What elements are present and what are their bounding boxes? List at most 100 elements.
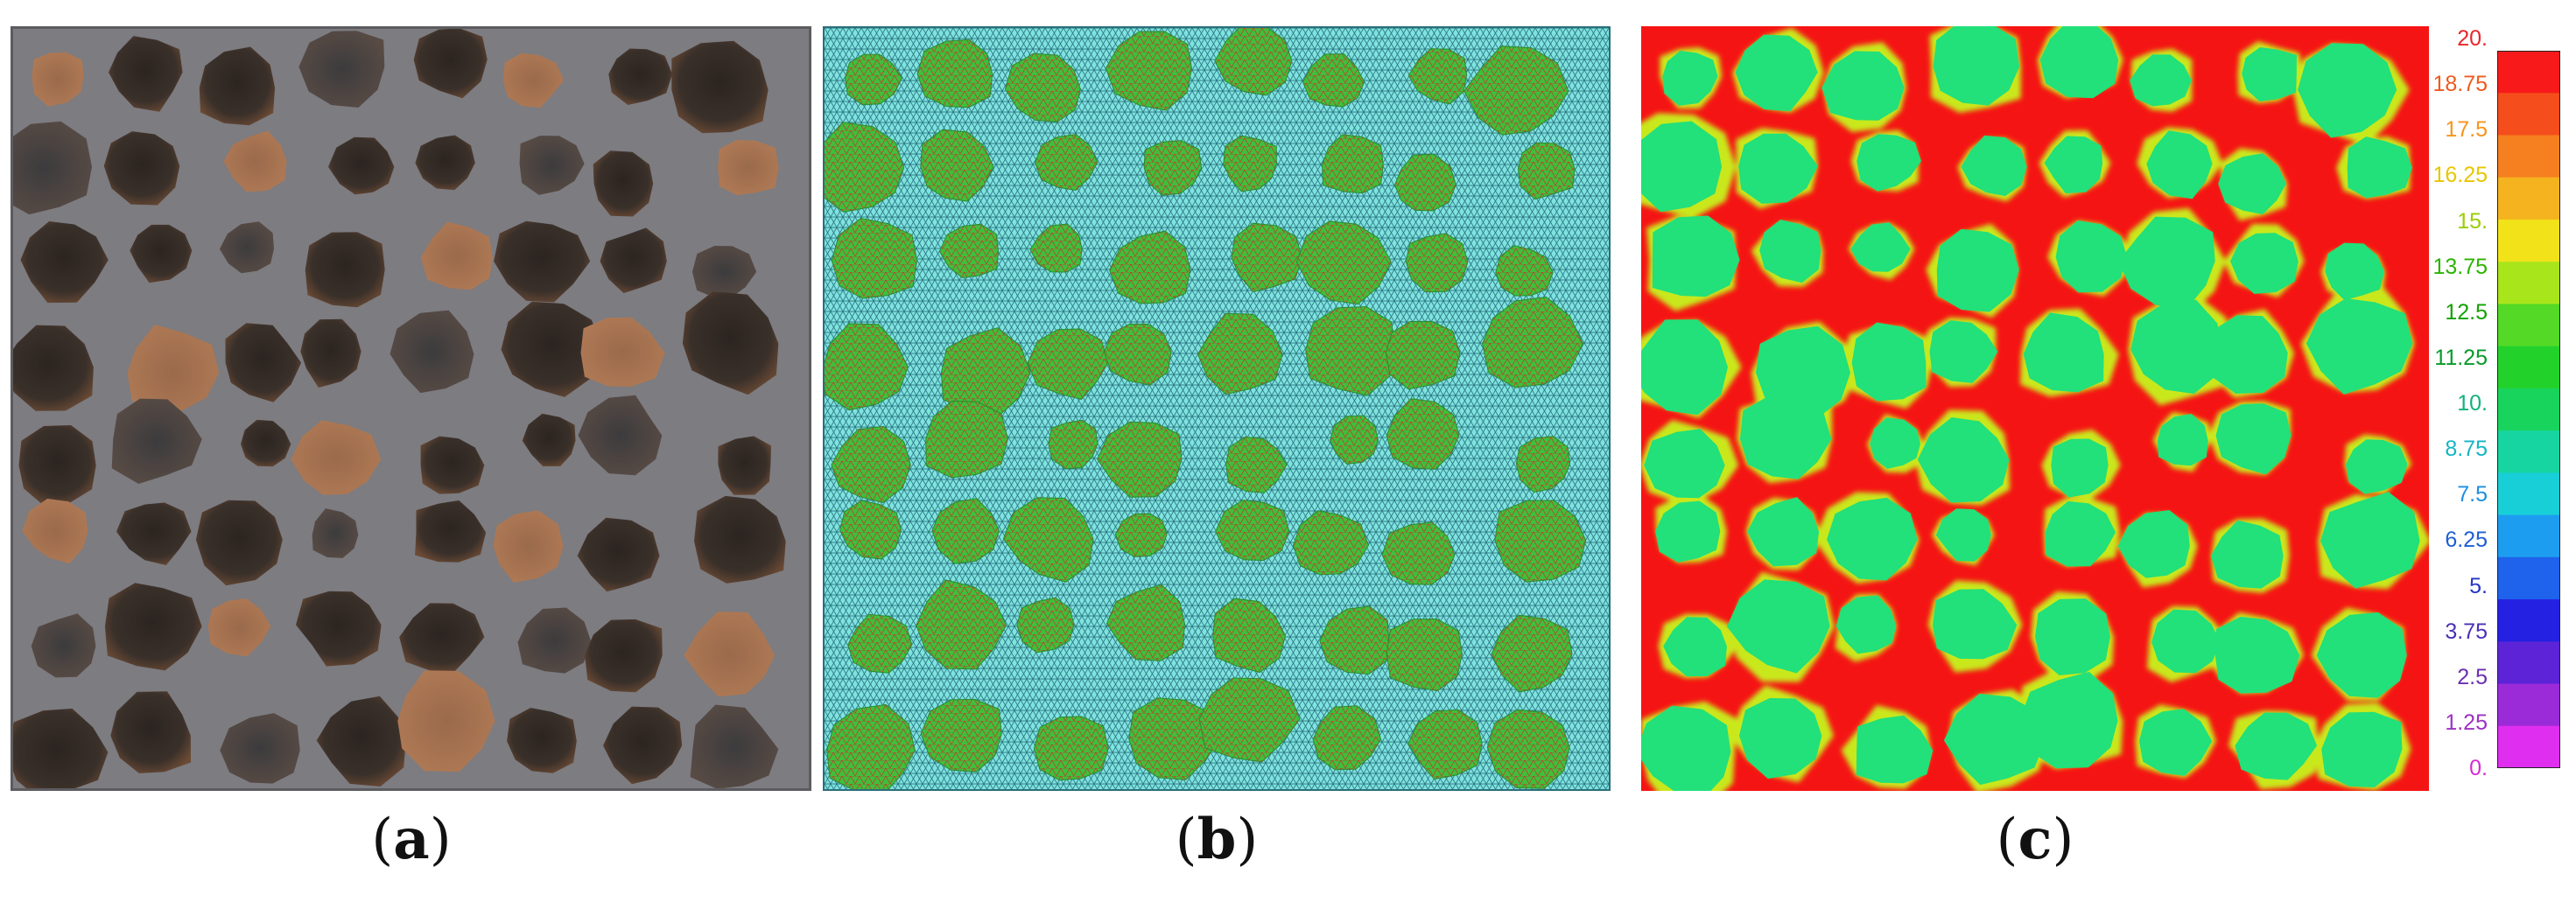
contour-aggregate xyxy=(2346,439,2408,494)
aggregate-particle xyxy=(127,325,220,422)
colorbar-band xyxy=(2497,556,2560,600)
meshed-aggregate xyxy=(1033,716,1109,781)
meshed-aggregate xyxy=(1004,52,1081,122)
meshed-aggregate xyxy=(825,122,905,213)
meshed-aggregate xyxy=(831,425,911,504)
caption-c: (c) xyxy=(1996,807,2074,872)
aggregate-particle xyxy=(199,46,276,126)
meshed-aggregate xyxy=(1106,584,1185,661)
aggregate-particle xyxy=(110,691,191,773)
aggregate-particle xyxy=(298,31,385,108)
aggregate-particle xyxy=(109,36,183,112)
meshed-aggregate xyxy=(1027,328,1109,401)
meshed-aggregate xyxy=(925,400,1008,479)
meshed-aggregate xyxy=(1103,323,1172,386)
contour-aggregate xyxy=(1870,417,1920,469)
contour-aggregate xyxy=(1652,215,1740,297)
meshed-aggregate xyxy=(1097,421,1183,498)
contour-aggregate xyxy=(1739,697,1822,780)
aggregate-particle xyxy=(390,310,474,394)
colorbar-label: 10. xyxy=(2457,391,2488,416)
colorbar-band xyxy=(2497,599,2560,642)
aggregate-particle xyxy=(130,224,193,283)
aggregate-particle xyxy=(494,220,591,303)
colorbar-band xyxy=(2497,346,2560,389)
aggregate-particle xyxy=(577,517,660,592)
contour-aggregate xyxy=(2316,612,2407,698)
meshed-aggregate xyxy=(1016,597,1075,654)
meshed-aggregate xyxy=(1215,500,1290,562)
aggregate-particle xyxy=(593,150,654,217)
contour-aggregate xyxy=(2215,616,2300,694)
meshed-aggregate xyxy=(1407,709,1483,780)
aggregate-particle xyxy=(580,317,665,388)
aggregate-particle xyxy=(413,28,488,99)
concrete-photo-image xyxy=(11,26,811,791)
meshed-aggregate xyxy=(1035,134,1098,192)
aggregate-particle xyxy=(225,323,302,402)
aggregate-particle xyxy=(585,619,663,693)
contour-aggregate xyxy=(2055,220,2128,293)
contour-aggregate xyxy=(2138,709,2213,776)
meshed-aggregate xyxy=(1330,415,1379,465)
meshed-aggregate xyxy=(1463,45,1569,136)
contour-aggregate xyxy=(1936,228,2019,312)
contour-aggregate xyxy=(2151,609,2221,674)
aggregate-particle xyxy=(207,598,271,657)
aggregate-particle xyxy=(397,670,495,773)
contour-aggregate xyxy=(2044,136,2103,194)
meshed-aggregate xyxy=(1295,220,1392,305)
aggregate-particle xyxy=(603,706,683,785)
meshed-aggregate xyxy=(1231,222,1303,293)
meshed-aggregate xyxy=(1515,436,1571,493)
aggregate-particle xyxy=(328,136,395,195)
meshed-aggregate xyxy=(847,613,913,674)
meshed-aggregate xyxy=(1109,230,1191,304)
aggregate-particle xyxy=(684,612,776,697)
colorbar-band xyxy=(2497,641,2560,685)
meshed-aggregate xyxy=(1305,305,1395,396)
aggregate-particle xyxy=(312,508,359,558)
contour-aggregate xyxy=(2321,711,2403,787)
meshed-aggregate xyxy=(1491,614,1573,693)
contour-aggregate xyxy=(2118,216,2215,309)
contour-aggregate xyxy=(2019,671,2118,769)
aggregate-particle xyxy=(502,52,565,108)
colorbar-label: 0. xyxy=(2469,756,2488,780)
meshed-aggregate xyxy=(1386,618,1463,692)
concrete-photo xyxy=(11,26,811,791)
contour-aggregate xyxy=(1827,497,1918,581)
contour-aggregate xyxy=(1933,26,2020,106)
contour-aggregate xyxy=(2218,153,2286,214)
contour-aggregate xyxy=(1851,322,1927,402)
aggregate-particle xyxy=(22,499,88,564)
aggregate-particle xyxy=(103,131,180,206)
meshed-aggregate xyxy=(1292,510,1369,576)
colorbar-label: 16.25 xyxy=(2432,163,2488,188)
meshed-aggregate xyxy=(1002,497,1094,583)
meshed-aggregate xyxy=(1225,436,1288,493)
aggregate-particle xyxy=(578,395,663,476)
meshed-aggregate xyxy=(831,217,918,299)
aggregate-particle xyxy=(18,425,96,506)
meshed-aggregate xyxy=(1143,140,1203,196)
colorbar-label: 12.5 xyxy=(2445,299,2488,325)
meshed-aggregate xyxy=(938,223,1000,279)
contour-aggregate xyxy=(1662,51,1718,106)
contour-aggregate xyxy=(2347,136,2412,199)
meshed-aggregate xyxy=(1029,223,1083,273)
meshed-aggregate xyxy=(1114,513,1168,557)
colorbar-band xyxy=(2497,219,2560,262)
aggregate-particle xyxy=(415,500,487,563)
aggregate-particle xyxy=(718,436,771,495)
contour-aggregate xyxy=(2130,299,2224,395)
meshed-aggregate xyxy=(920,698,1002,773)
colorbar-label: 2.5 xyxy=(2457,664,2488,689)
contour-aggregate xyxy=(1641,705,1731,791)
meshed-aggregate xyxy=(1407,48,1468,105)
meshed-aggregate xyxy=(825,323,909,411)
contour-aggregate xyxy=(2023,312,2104,393)
meshed-aggregate xyxy=(1486,709,1570,789)
meshed-aggregate xyxy=(1198,677,1301,763)
colorbar-label: 15. xyxy=(2457,208,2488,234)
